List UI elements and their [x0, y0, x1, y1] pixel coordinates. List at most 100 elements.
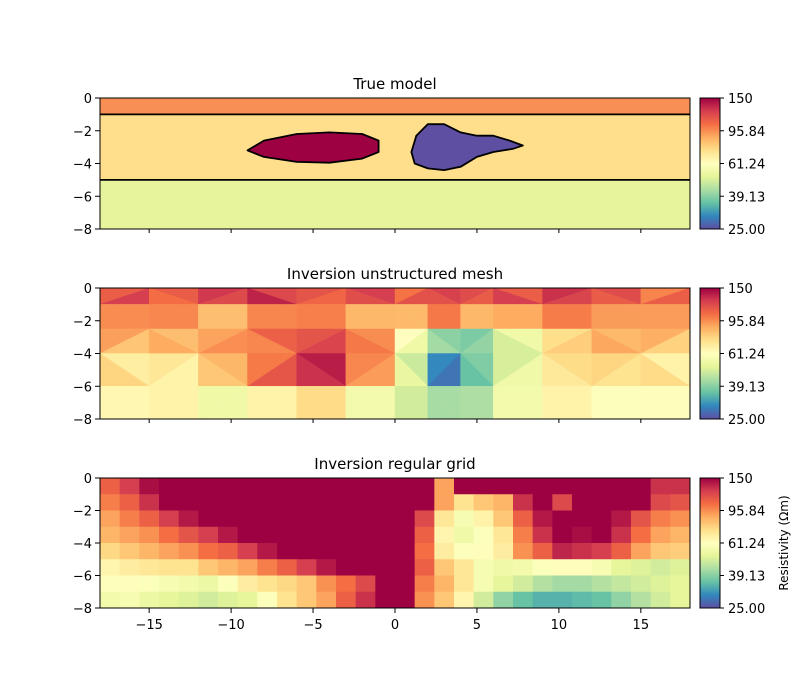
layer-middle-layer [100, 114, 690, 180]
grid-cell [611, 494, 632, 511]
grid-cell [591, 543, 612, 560]
grid-cell [237, 575, 258, 593]
grid-cell [670, 478, 690, 495]
grid-cell [611, 591, 632, 608]
resistive-blob [410, 123, 524, 172]
grid-cell [375, 510, 396, 528]
grid-cell [513, 575, 534, 593]
grid-cell [454, 526, 475, 544]
grid-cell [591, 591, 612, 608]
grid-cell [532, 543, 553, 560]
grid-cell [631, 559, 652, 576]
x-tick-label: −10 [217, 618, 244, 633]
grid-cell [355, 494, 376, 511]
y-tick-label: −8 [73, 413, 92, 428]
grid-cell [650, 591, 671, 608]
colorbar-tick-label: 61.24 [728, 158, 765, 173]
grid-cell [611, 543, 632, 560]
grid-cell [591, 510, 612, 528]
colorbar: 150 95.84 61.24 39.13 25.00 [699, 282, 765, 428]
grid-cell [454, 510, 475, 528]
grid-cell [296, 510, 317, 528]
grid-cell [650, 543, 671, 560]
grid-cell [631, 543, 652, 560]
grid-cell [218, 526, 239, 544]
grid-cell [631, 478, 652, 495]
grid-cell [257, 591, 278, 608]
grid-cell [139, 510, 160, 528]
grid-cell [513, 478, 534, 495]
grid-cell [218, 559, 239, 576]
grid-cell [316, 559, 337, 576]
grid-cell [532, 478, 553, 495]
colorbar-tick-label: 25.00 [728, 413, 765, 428]
grid-cell [434, 543, 455, 560]
grid-cell [178, 591, 199, 608]
grid-cell [375, 478, 396, 495]
grid-cell [159, 543, 180, 560]
grid-cell [552, 510, 573, 528]
grid-cell [355, 510, 376, 528]
colorbar-tick-label: 150 [728, 92, 753, 107]
colorbar-tick-label: 25.00 [728, 602, 765, 617]
grid-cell [454, 591, 475, 608]
grid-cell [473, 591, 494, 608]
grid-cell [473, 510, 494, 528]
y-tick-label: −4 [73, 158, 92, 173]
grid-cell [572, 559, 593, 576]
grid-cell [100, 591, 121, 608]
colorbar-label: Resistivity (Ωm) [777, 495, 791, 590]
grid-cell [355, 543, 376, 560]
grid-cell [257, 575, 278, 593]
y-tick-label: −6 [73, 570, 92, 585]
grid-cell [513, 510, 534, 528]
grid-cell [552, 575, 573, 593]
grid-cell [178, 510, 199, 528]
mesh-cell [148, 385, 199, 419]
grid-cell [513, 559, 534, 576]
colorbar-tick-label: 39.13 [728, 190, 765, 205]
grid-cell [296, 526, 317, 544]
grid-cell [532, 510, 553, 528]
grid-cell [434, 510, 455, 528]
grid-cell [316, 543, 337, 560]
grid-cell [493, 510, 514, 528]
grid-cell [159, 575, 180, 593]
grid-cell [572, 478, 593, 495]
grid-cell [552, 478, 573, 495]
grid-cell [650, 559, 671, 576]
grid-cell [218, 494, 239, 511]
grid-cell [277, 543, 298, 560]
grid-cell [532, 526, 553, 544]
grid-cell [119, 559, 140, 576]
grid-cell [178, 559, 199, 576]
grid-cell [336, 494, 357, 511]
grid-cell [159, 559, 180, 576]
grid-cell [434, 526, 455, 544]
colorbar-tick-label: 95.84 [728, 505, 765, 520]
grid-cell [513, 591, 534, 608]
mesh-cell [493, 385, 543, 419]
grid-cell [355, 526, 376, 544]
grid-cell [257, 494, 278, 511]
grid-cell [316, 575, 337, 593]
grid-cell [572, 510, 593, 528]
mesh-cell [427, 385, 461, 419]
colorbar-gradient [699, 97, 721, 230]
grid-cell [454, 575, 475, 593]
grid-cell [670, 510, 690, 528]
grid-cell [159, 478, 180, 495]
mesh-cell [247, 385, 298, 419]
x-tick-label: −5 [303, 618, 322, 633]
grid-cell [139, 591, 160, 608]
colorbar-tick-label: 95.84 [728, 315, 765, 330]
grid-cell [139, 526, 160, 544]
grid-cell [611, 559, 632, 576]
grid-cell [532, 591, 553, 608]
colorbar: 150 95.84 61.24 39.13 25.00 [699, 92, 765, 238]
grid-cell [395, 526, 416, 544]
grid-cell [591, 575, 612, 593]
grid-cell [257, 526, 278, 544]
grid-cell [198, 591, 219, 608]
grid-cell [572, 494, 593, 511]
